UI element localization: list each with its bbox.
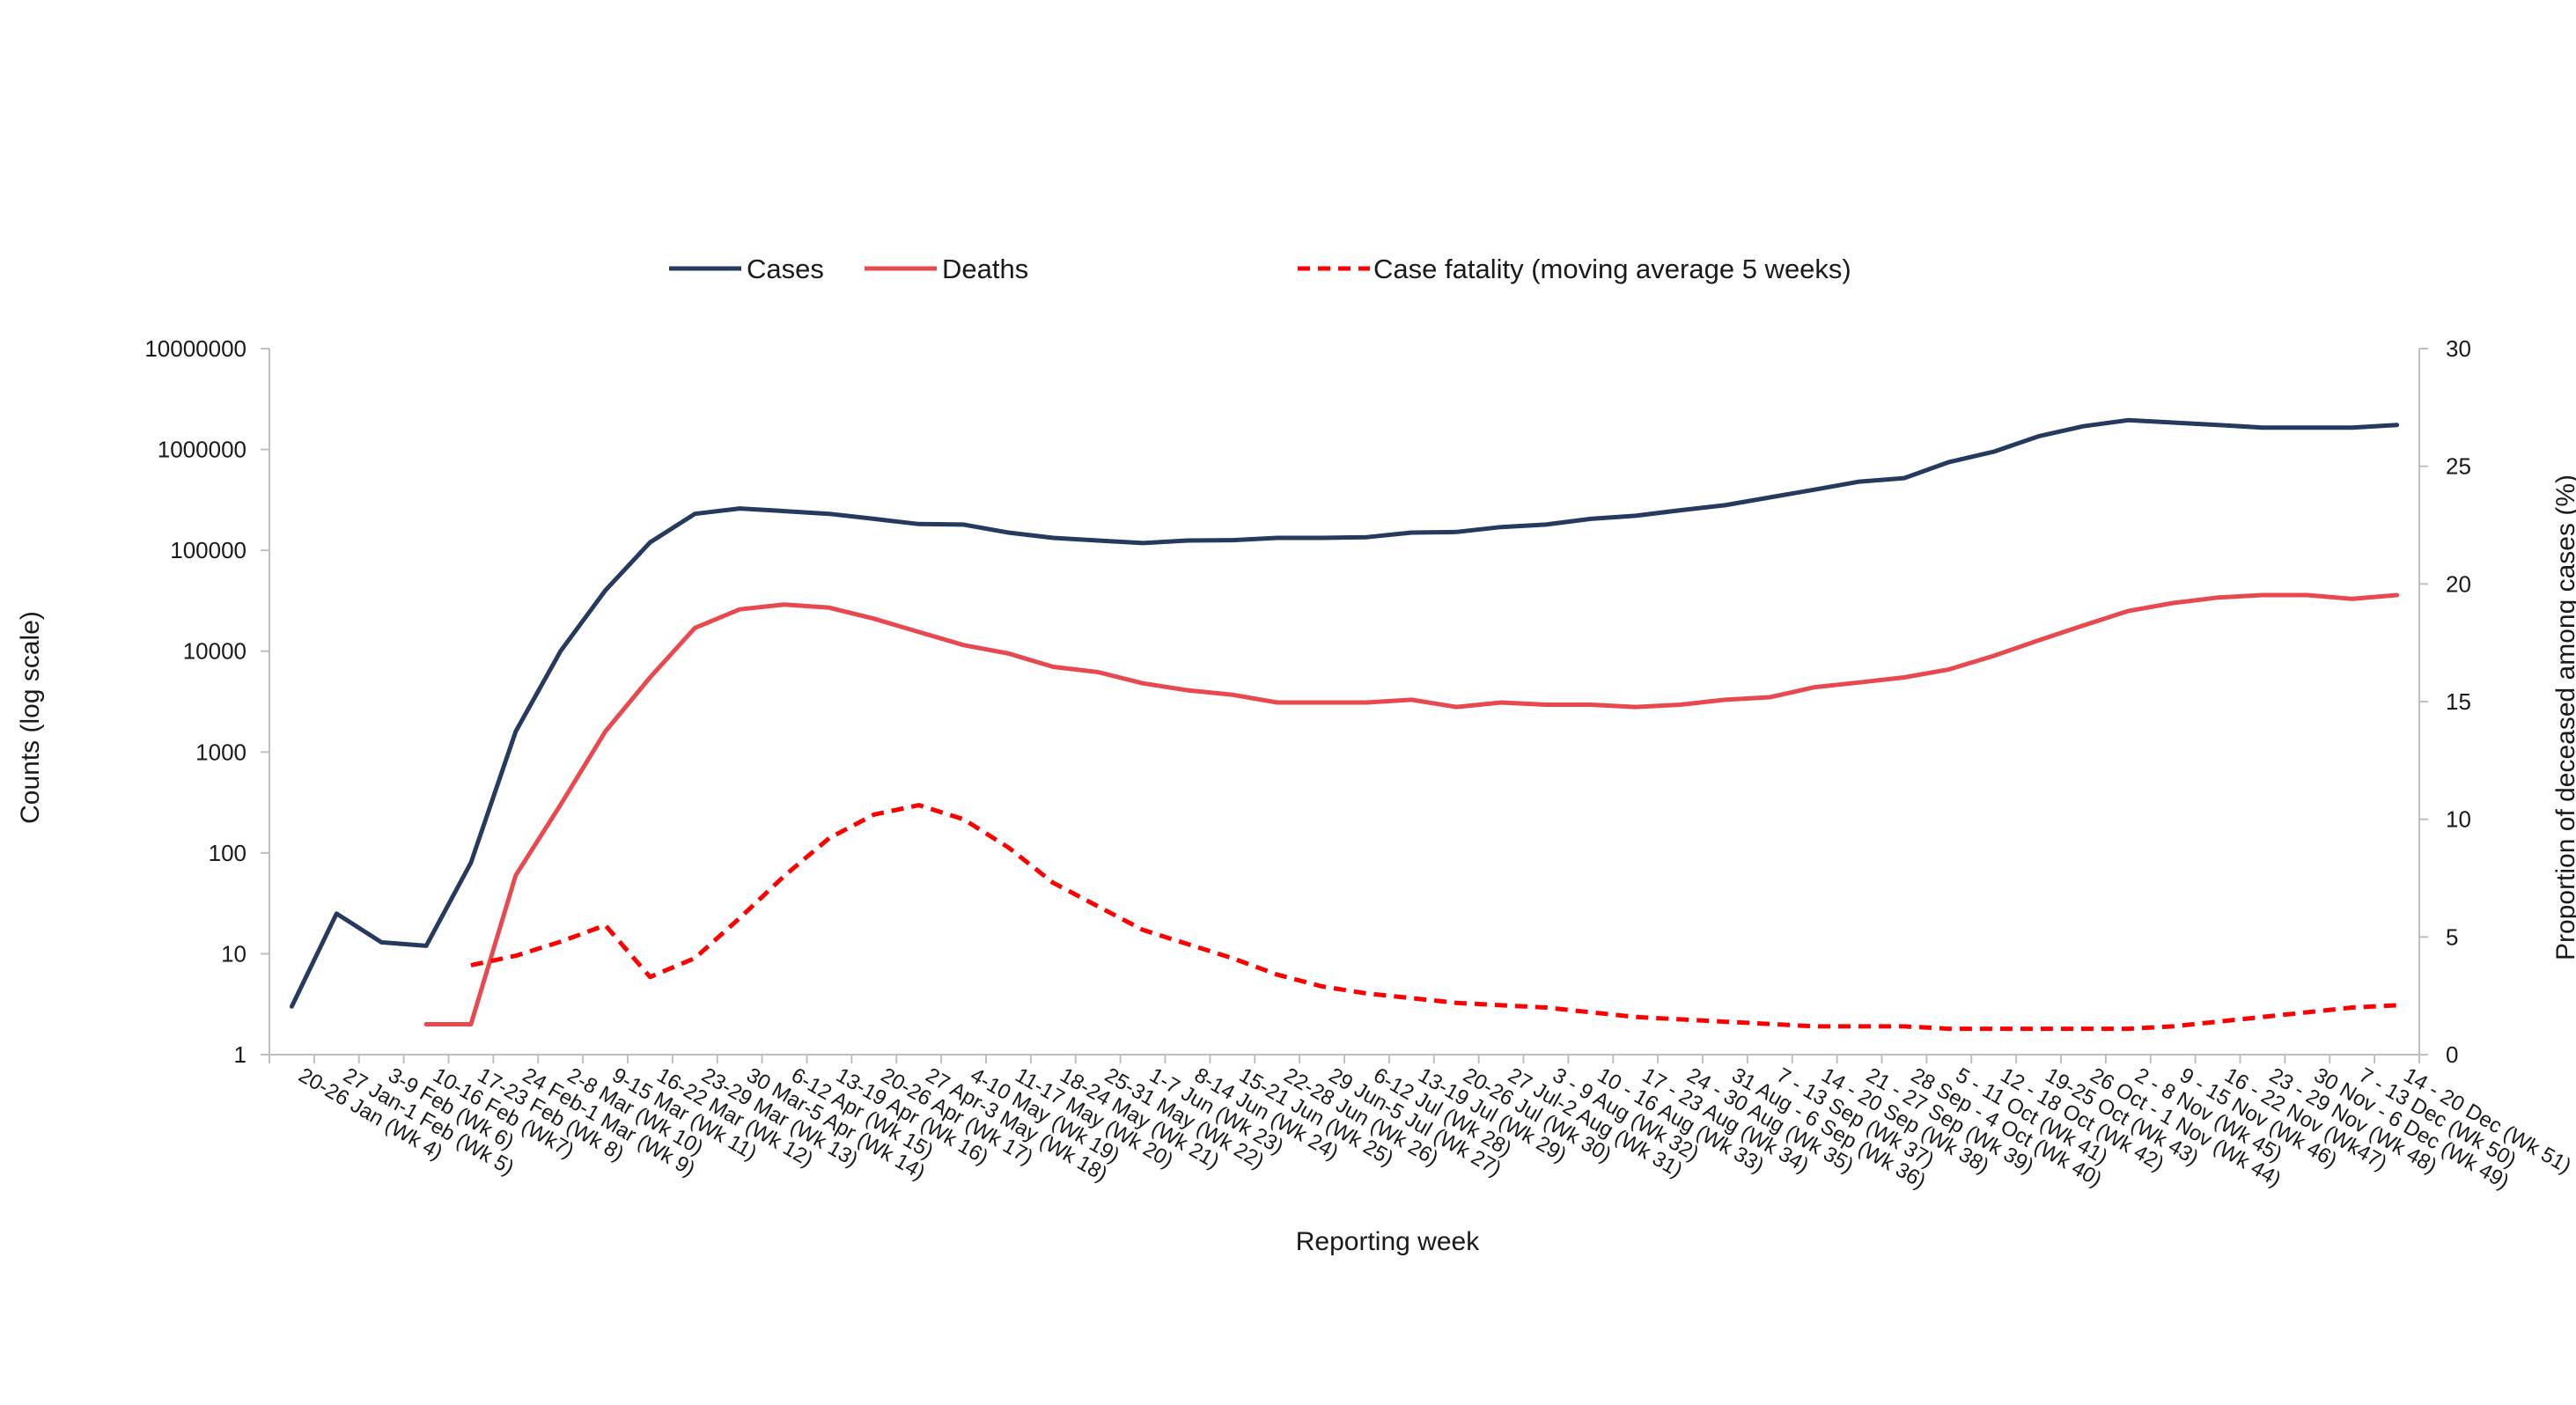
legend-label: Cases bbox=[747, 254, 824, 284]
right-tick-label: 5 bbox=[2446, 923, 2458, 950]
left-tick-label: 10 bbox=[221, 940, 247, 967]
series-line-case bbox=[470, 803, 2397, 1032]
left-tick-label: 1000000 bbox=[158, 437, 247, 463]
x-axis-title: Reporting week bbox=[1296, 1227, 1480, 1256]
right-tick-label: 20 bbox=[2446, 570, 2471, 597]
legend: Cases Deaths Case fatality (moving average… bbox=[669, 254, 1851, 284]
left-tick-label: 1 bbox=[234, 1041, 247, 1068]
right-tick-label: 30 bbox=[2446, 335, 2471, 362]
y-axis-title-left: Counts (log scale) bbox=[16, 611, 45, 824]
legend-label: Case fatality (moving average 5 weeks) bbox=[1373, 254, 1851, 284]
left-y-axis: 1 10 100 1000 10000 100000 1000000 10000000 bbox=[144, 335, 270, 1068]
y-axis-title-right: Proportion of deceased among cases (%) bbox=[2551, 474, 2576, 960]
legend-label: Deaths bbox=[942, 254, 1028, 284]
series-line-cases bbox=[289, 417, 2400, 1009]
left-tick-label: 10000000 bbox=[144, 335, 247, 362]
left-tick-label: 1000 bbox=[195, 739, 247, 765]
series-line-deaths bbox=[423, 592, 2400, 1026]
right-tick-label: 25 bbox=[2446, 453, 2471, 480]
right-tick-label: 10 bbox=[2446, 806, 2471, 833]
right-tick-label: 15 bbox=[2446, 688, 2471, 715]
right-tick-label: 0 bbox=[2446, 1041, 2458, 1068]
left-tick-label: 10000 bbox=[183, 638, 247, 665]
left-tick-label: 100 bbox=[209, 840, 247, 866]
left-tick-label: 100000 bbox=[170, 537, 247, 563]
right-y-axis: 0 5 10 15 20 25 30 bbox=[2418, 335, 2471, 1068]
x-axis: 20-26 Jan (Wk 4)27 Jan-1 Feb (Wk 5)3-9 F… bbox=[269, 1054, 2575, 1195]
series-layer bbox=[289, 417, 2400, 1032]
